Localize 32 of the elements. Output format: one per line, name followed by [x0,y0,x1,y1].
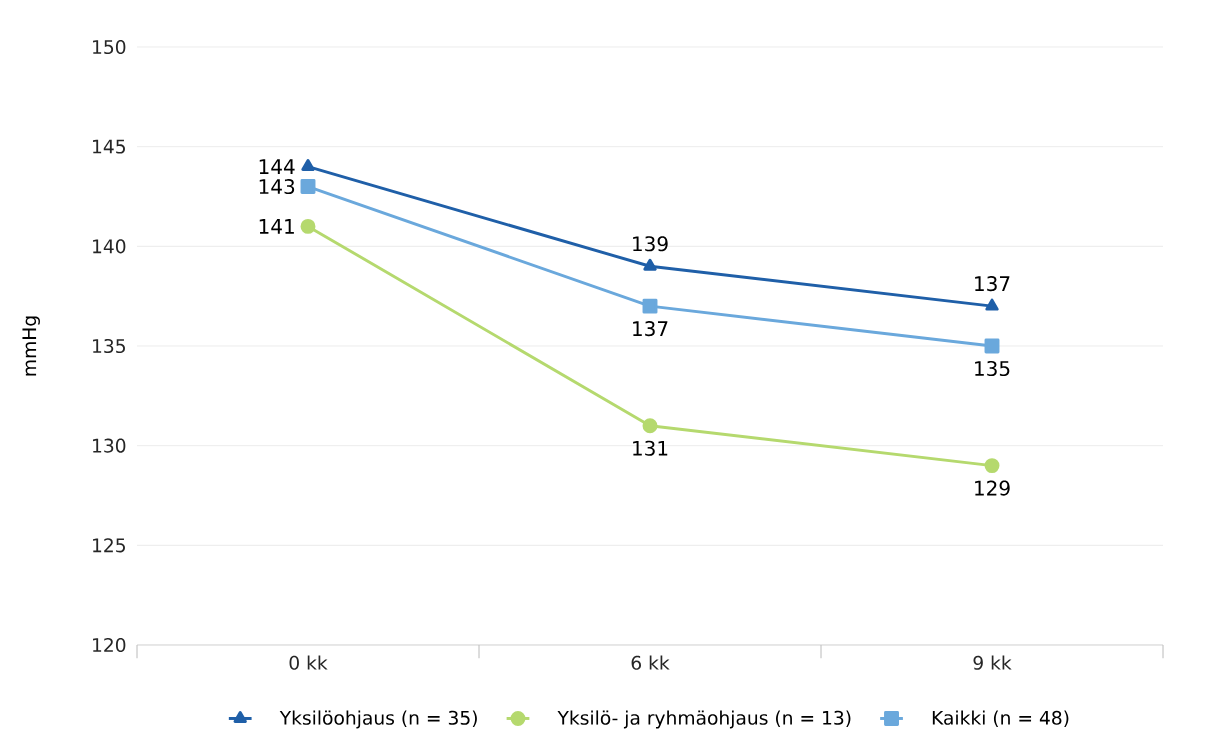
y-tick-label: 145 [93,139,125,154]
y-tick-label: 135 [93,338,125,354]
y-tick-label: 120 [93,637,126,653]
legend-label: Yksilöohjaus (n = 35) [279,710,477,729]
x-tick-label: 0 kk [289,655,328,670]
data-label: 143 [259,178,295,195]
y-axis-title: mmHg [22,316,40,376]
y-tick-label: 130 [93,438,126,453]
point [300,179,316,194]
data-label: 131 [633,440,668,456]
point [985,298,999,311]
data-label: 129 [975,480,1010,496]
data-label: 135 [975,360,1010,377]
x-tick-label: 6 kk [631,655,670,670]
point [301,159,315,172]
y-tick-label: 125 [93,538,125,553]
y-tick-label: 150 [93,39,126,55]
legend-label: Yksilö- ja ryhmäohjaus (n = 13) [557,710,851,729]
point [643,258,657,271]
data-label: 144 [259,159,295,174]
point [984,338,1000,354]
point [984,458,1000,474]
data-label: 141 [259,219,294,234]
data-label: 137 [633,321,668,337]
data-label: 139 [633,236,668,252]
y-tick-label: 140 [93,239,126,254]
point [642,418,658,434]
legend-label: Kaikki (n = 48) [932,710,1069,728]
x-tick-label: 9 kk [973,655,1012,670]
data-label: 137 [975,276,1010,292]
point [300,218,316,234]
point [642,298,658,314]
